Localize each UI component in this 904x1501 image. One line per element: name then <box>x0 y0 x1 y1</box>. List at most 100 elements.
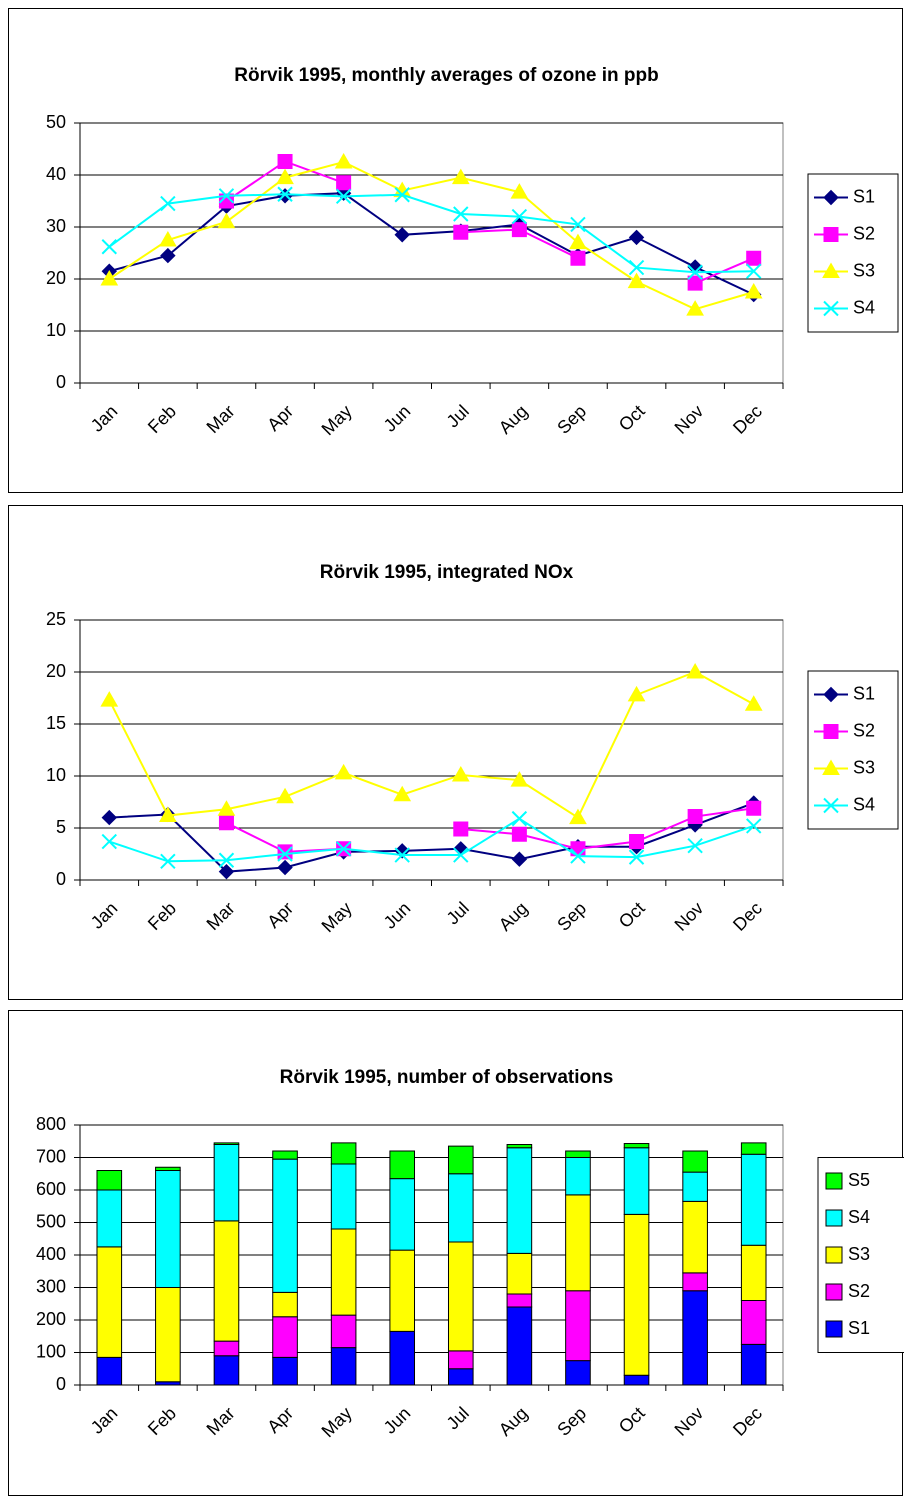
bar-segment <box>213 1220 240 1342</box>
marker <box>334 763 353 780</box>
y-tick-label: 200 <box>36 1309 66 1329</box>
y-tick-label: 10 <box>46 765 66 785</box>
marker <box>217 800 236 816</box>
legend-label: S1 <box>848 1318 870 1338</box>
marker <box>101 809 117 826</box>
bar-segment <box>389 1330 416 1386</box>
legend-swatch <box>825 1320 843 1338</box>
marker <box>569 233 587 250</box>
bar-segment <box>96 1189 123 1248</box>
marker <box>393 785 412 802</box>
bar-segment <box>96 1246 123 1358</box>
marker <box>100 269 119 286</box>
bar-segment <box>213 1144 240 1222</box>
bar-segment <box>447 1145 474 1175</box>
bar-segment <box>447 1173 474 1243</box>
bar-segment <box>623 1374 650 1386</box>
marker <box>511 851 528 867</box>
legend-label: S4 <box>853 297 875 317</box>
y-tick-label: 800 <box>36 1114 66 1134</box>
marker <box>453 224 469 240</box>
bar-segment <box>682 1171 708 1202</box>
bar-segment <box>96 1170 123 1191</box>
bar-segment <box>623 1147 650 1215</box>
bar-segment <box>213 1355 240 1386</box>
y-tick-label: 20 <box>46 661 66 681</box>
marker <box>510 183 529 199</box>
bar-segment <box>506 1306 533 1386</box>
bar-segment <box>213 1142 240 1145</box>
marker <box>160 247 176 264</box>
series-line <box>108 160 754 311</box>
y-tick-label: 0 <box>56 1374 66 1394</box>
bar-segment <box>623 1143 650 1149</box>
marker <box>218 863 235 880</box>
marker <box>453 821 469 837</box>
marker <box>628 849 645 865</box>
legend-label: S2 <box>848 1281 870 1301</box>
legend-label: S3 <box>853 260 875 280</box>
series-line <box>108 670 755 820</box>
bar-segment <box>740 1343 767 1386</box>
marker <box>453 206 469 222</box>
marker <box>394 187 410 203</box>
y-tick-label: 40 <box>46 164 66 184</box>
bar-segment <box>272 1291 298 1318</box>
marker <box>218 852 235 868</box>
marker <box>159 230 177 247</box>
marker <box>277 859 293 876</box>
marker <box>686 300 704 316</box>
marker <box>394 227 410 243</box>
bar-segment <box>213 1340 240 1357</box>
bar-segment <box>330 1228 357 1316</box>
marker <box>511 208 528 225</box>
legend-marker <box>822 759 840 775</box>
bar-segment <box>447 1368 474 1386</box>
y-tick-label: 25 <box>46 609 66 629</box>
legend-label: S3 <box>848 1244 870 1264</box>
marker <box>453 847 469 863</box>
marker <box>746 250 762 266</box>
bar-segment <box>565 1157 591 1196</box>
legend-swatch <box>825 1172 843 1190</box>
legend-swatch <box>825 1283 843 1301</box>
marker <box>511 810 528 827</box>
bar-segment <box>155 1287 181 1383</box>
marker <box>334 152 353 169</box>
legend-label: S4 <box>853 794 875 814</box>
bar-segment <box>565 1290 591 1362</box>
legend-marker <box>823 189 839 206</box>
marker <box>335 841 352 857</box>
marker <box>570 250 586 266</box>
bar-segment <box>682 1200 708 1274</box>
chart-title: Rörvik 1995, integrated NOx <box>320 562 574 583</box>
y-tick-label: 30 <box>46 216 66 236</box>
bar-segment <box>96 1356 123 1386</box>
y-tick-label: 20 <box>46 268 66 288</box>
bar-segment <box>565 1360 591 1386</box>
bar-segment <box>447 1241 474 1352</box>
bar-segment <box>272 1158 298 1293</box>
legend-label: S4 <box>848 1207 870 1227</box>
marker <box>687 809 703 825</box>
marker <box>218 815 234 831</box>
marker <box>687 264 703 280</box>
marker <box>627 272 646 289</box>
marker <box>276 787 294 804</box>
y-tick-label: 5 <box>56 817 66 837</box>
bar-segment <box>272 1356 298 1386</box>
marker <box>100 691 119 707</box>
marker <box>686 662 704 679</box>
legend-marker <box>823 227 839 242</box>
marker <box>160 195 176 212</box>
marker <box>629 834 645 850</box>
marker <box>160 853 176 869</box>
bar-segment <box>389 1249 416 1332</box>
marker <box>627 685 646 702</box>
bar-segment <box>506 1293 533 1308</box>
marker <box>277 186 293 202</box>
bar-segment <box>389 1150 416 1180</box>
chart-title: Rörvik 1995, monthly averages of ozone i… <box>234 65 658 86</box>
